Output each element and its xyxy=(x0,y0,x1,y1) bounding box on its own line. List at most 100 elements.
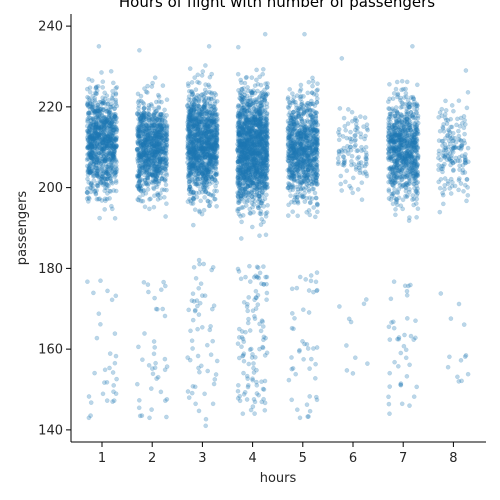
data-point xyxy=(98,106,104,112)
data-point xyxy=(87,135,93,141)
data-point xyxy=(87,124,93,129)
data-point xyxy=(112,113,118,119)
data-point xyxy=(96,123,102,129)
data-point xyxy=(255,302,261,307)
data-point xyxy=(113,99,119,105)
data-point xyxy=(95,108,100,114)
data-point xyxy=(100,163,106,168)
data-point xyxy=(99,198,105,203)
data-point xyxy=(187,196,192,202)
data-point xyxy=(91,117,96,122)
data-point xyxy=(139,166,145,171)
data-point xyxy=(246,361,252,367)
data-point xyxy=(154,170,159,175)
data-point xyxy=(114,103,120,109)
data-point xyxy=(113,172,118,178)
data-point xyxy=(188,108,194,114)
data-point xyxy=(249,224,255,230)
data-point xyxy=(244,397,250,402)
data-point xyxy=(100,143,106,148)
data-point xyxy=(141,106,147,111)
data-point xyxy=(85,176,90,182)
data-point xyxy=(95,160,101,166)
data-point xyxy=(207,136,212,141)
data-point xyxy=(99,106,104,111)
data-point xyxy=(206,43,212,49)
data-point xyxy=(96,125,102,131)
data-point xyxy=(99,176,105,182)
data-point xyxy=(103,114,109,120)
data-point xyxy=(102,176,108,182)
data-point xyxy=(102,367,108,373)
data-point xyxy=(100,140,106,145)
data-point xyxy=(107,150,112,155)
data-point xyxy=(108,68,114,74)
data-point xyxy=(242,80,248,86)
data-point xyxy=(97,99,103,105)
data-point xyxy=(89,181,95,187)
data-point xyxy=(150,371,156,377)
data-point xyxy=(193,275,199,281)
data-point xyxy=(240,353,246,358)
data-point xyxy=(241,141,246,147)
data-point xyxy=(186,128,192,133)
data-point xyxy=(97,164,102,170)
data-point xyxy=(162,115,168,121)
data-point xyxy=(89,142,95,148)
data-point xyxy=(111,154,116,159)
data-point xyxy=(110,156,115,161)
data-point xyxy=(113,138,118,144)
data-point xyxy=(255,292,261,298)
data-point xyxy=(195,326,200,332)
data-point xyxy=(106,136,112,142)
data-point xyxy=(85,186,90,191)
data-point xyxy=(263,211,269,216)
data-point xyxy=(101,124,107,130)
data-point xyxy=(136,397,142,403)
data-point xyxy=(160,157,165,163)
data-point xyxy=(204,118,210,123)
data-point xyxy=(202,195,207,200)
data-point xyxy=(110,135,116,141)
data-point xyxy=(101,100,107,105)
data-point xyxy=(107,188,113,194)
data-point xyxy=(103,181,109,187)
data-point xyxy=(255,274,261,280)
data-point xyxy=(88,152,93,158)
data-point xyxy=(186,97,192,102)
data-point xyxy=(236,326,242,332)
data-point xyxy=(108,151,114,157)
data-point xyxy=(105,101,110,107)
scatter-points xyxy=(84,31,471,429)
data-point xyxy=(94,182,100,188)
data-point xyxy=(113,293,119,299)
data-point xyxy=(94,196,100,202)
data-point xyxy=(143,136,148,142)
data-point xyxy=(251,209,256,215)
data-point xyxy=(195,72,201,78)
data-point xyxy=(105,156,111,161)
data-point xyxy=(212,377,218,382)
data-point xyxy=(241,339,247,345)
data-point xyxy=(145,123,150,129)
data-point xyxy=(287,86,293,92)
data-point xyxy=(92,131,97,136)
data-point xyxy=(88,141,94,147)
data-point xyxy=(112,144,117,150)
data-point xyxy=(112,114,118,119)
data-point xyxy=(164,133,170,139)
data-point xyxy=(244,93,250,99)
data-point xyxy=(104,143,110,149)
data-point xyxy=(99,175,104,180)
data-point xyxy=(109,297,115,303)
chart-title: Hours of flight with number of passenger… xyxy=(119,0,435,11)
data-point xyxy=(111,188,117,193)
data-point xyxy=(87,110,92,116)
data-point xyxy=(113,180,119,185)
data-point xyxy=(109,159,114,164)
data-point xyxy=(86,141,91,146)
data-point xyxy=(86,166,92,172)
data-point xyxy=(93,191,99,197)
data-point xyxy=(137,187,142,193)
data-point xyxy=(190,162,196,167)
